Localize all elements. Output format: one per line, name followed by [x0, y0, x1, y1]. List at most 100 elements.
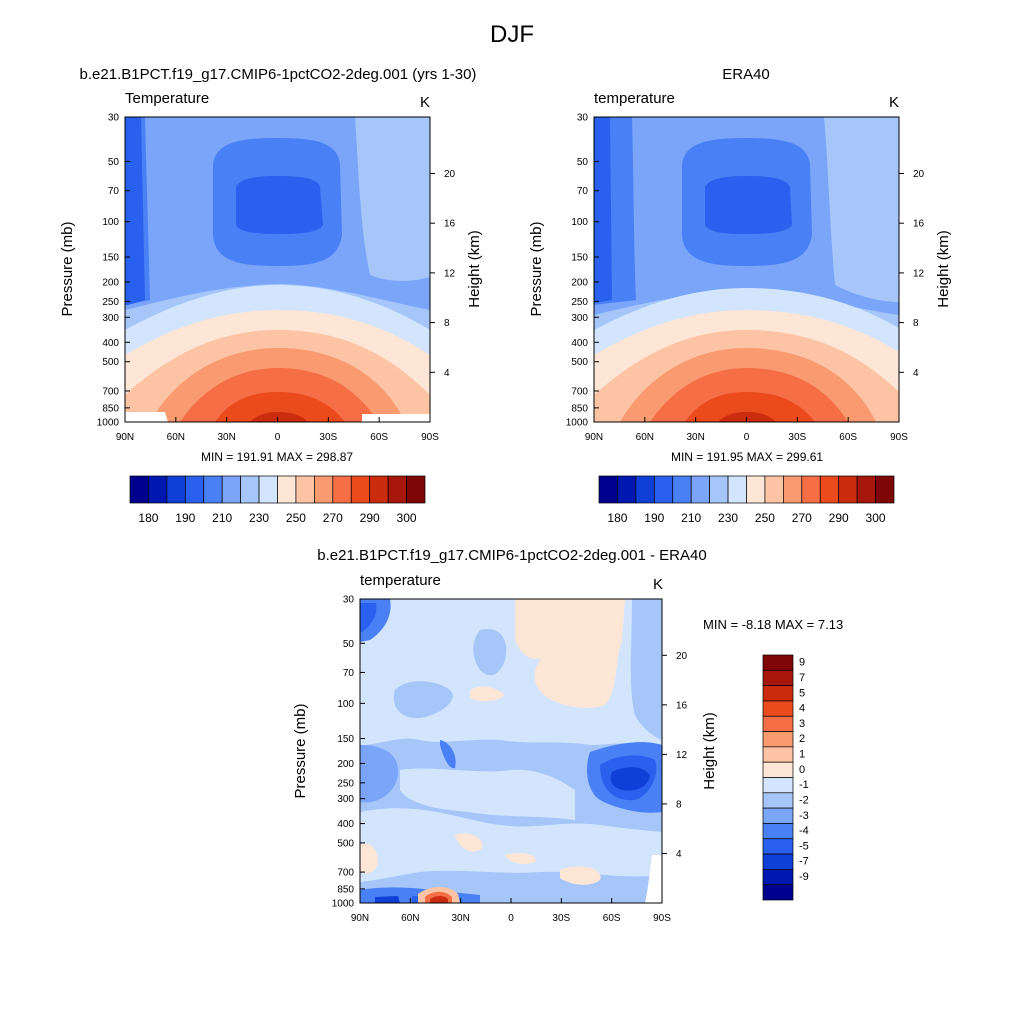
pressure-tick-label: 150	[337, 734, 354, 745]
pressure-tick-label: 700	[102, 386, 119, 397]
colorbar-label: 270	[323, 511, 343, 525]
pressure-tick-label: 100	[571, 217, 588, 228]
latitude-tick-label: 90N	[585, 432, 603, 443]
colorbar-swatch	[819, 475, 840, 504]
colorbar-swatch	[166, 475, 186, 504]
panel-obs-variable-label: temperature	[594, 90, 675, 107]
pressure-tick-label: 400	[337, 819, 354, 830]
colorbar-swatch	[277, 475, 297, 504]
colorbar-swatch	[746, 475, 766, 504]
height-tick-label: 20	[913, 169, 925, 180]
colorbar-label: 190	[175, 511, 195, 525]
pressure-tick-label: 500	[571, 357, 588, 368]
pressure-tick-label: 100	[337, 699, 354, 710]
pressure-tick-label: 850	[337, 884, 354, 895]
latitude-tick-label: 30S	[788, 432, 806, 443]
panel-model-units: K	[420, 94, 430, 111]
pressure-tick-label: 150	[571, 252, 588, 263]
colorbar-swatch	[672, 475, 692, 504]
colorbar-label: -7	[799, 856, 809, 868]
colorbar-swatch	[617, 475, 637, 504]
pressure-tick-label: 100	[102, 217, 119, 228]
panel-obs-contour-field	[594, 117, 899, 422]
height-tick-label: 4	[444, 368, 450, 379]
colorbar-label: 5	[799, 687, 805, 699]
pressure-tick-label: 250	[571, 297, 588, 308]
colorbar-swatch	[129, 475, 149, 504]
colorbar-swatch	[762, 792, 794, 809]
height-tick-label: 12	[913, 268, 925, 279]
pressure-tick-label: 850	[102, 403, 119, 414]
pressure-tick-label: 30	[577, 113, 589, 124]
pressure-tick-label: 200	[102, 278, 119, 289]
colorbar-label: -3	[799, 810, 809, 822]
colorbar-swatch	[762, 746, 794, 763]
colorbar-label: 300	[397, 511, 417, 525]
colorbar-swatch	[295, 475, 315, 504]
pressure-tick-label: 300	[571, 313, 588, 324]
colorbar-label: 1	[799, 749, 805, 761]
height-tick-label: 8	[676, 799, 682, 810]
pressure-tick-label: 70	[108, 186, 120, 197]
colorbar-swatch	[727, 475, 747, 504]
pressure-tick-label: 1000	[566, 418, 589, 429]
panel-model-variable-label: Temperature	[125, 90, 209, 107]
colorbar-swatch	[762, 777, 794, 794]
panel-obs: ERA40 temperature K 30507010015020025030…	[528, 66, 952, 525]
colorbar-label: 190	[644, 511, 664, 525]
panel-difference: b.e21.B1PCT.f19_g17.CMIP6-1pctCO2-2deg.0…	[292, 547, 843, 924]
panel-obs-units: K	[889, 94, 899, 111]
latitude-tick-label: 90S	[421, 432, 439, 443]
colorbar-label: 0	[799, 764, 805, 776]
panel-obs-stats: MIN = 191.95 MAX = 299.61	[671, 450, 823, 464]
pressure-tick-label: 400	[102, 338, 119, 349]
panel-difference-title: b.e21.B1PCT.f19_g17.CMIP6-1pctCO2-2deg.0…	[317, 547, 706, 564]
latitude-tick-label: 30N	[451, 913, 469, 924]
panel-model-stats: MIN = 191.91 MAX = 298.87	[201, 450, 353, 464]
height-tick-label: 16	[444, 219, 456, 230]
colorbar-swatch	[690, 475, 710, 504]
colorbar-label: 7	[799, 672, 805, 684]
colorbar-label: -5	[799, 840, 809, 852]
colorbar-swatch	[762, 731, 794, 748]
panel-difference-stats: MIN = -8.18 MAX = 7.13	[703, 617, 843, 632]
colorbar-label: 4	[799, 703, 805, 715]
colorbar-label: -4	[799, 825, 809, 837]
panel-obs-height-axis-title: Height (km)	[935, 230, 952, 308]
latitude-tick-label: 30S	[319, 432, 337, 443]
height-tick-label: 16	[676, 700, 688, 711]
colorbar-swatch	[875, 475, 895, 504]
colorbar-label: -2	[799, 794, 809, 806]
latitude-tick-label: 90S	[890, 432, 908, 443]
latitude-tick-label: 60N	[636, 432, 654, 443]
colorbar-label: 2	[799, 733, 805, 745]
height-tick-label: 20	[444, 169, 456, 180]
colorbar-swatch	[856, 475, 876, 504]
colorbar-swatch	[801, 475, 821, 504]
pressure-tick-label: 200	[337, 759, 354, 770]
pressure-tick-label: 200	[571, 278, 588, 289]
colorbar-label: 180	[138, 511, 158, 525]
latitude-tick-label: 90N	[116, 432, 134, 443]
colorbar-label: 290	[829, 511, 849, 525]
panel-obs-title: ERA40	[722, 66, 770, 83]
colorbar-swatch	[387, 475, 407, 504]
latitude-tick-label: 60N	[167, 432, 185, 443]
colorbar-swatch	[762, 761, 794, 778]
colorbar-label: -1	[799, 779, 809, 791]
latitude-tick-label: 60N	[401, 913, 419, 924]
pressure-tick-label: 70	[577, 186, 589, 197]
colorbar-swatch	[635, 475, 655, 504]
panel-model-contour-field	[125, 117, 430, 422]
pressure-tick-label: 50	[108, 157, 120, 168]
pressure-tick-label: 30	[108, 113, 120, 124]
panel-model-height-axis-title: Height (km)	[466, 230, 483, 308]
colorbar-swatch	[762, 838, 794, 855]
colorbar-label: 270	[792, 511, 812, 525]
colorbar-label: 300	[866, 511, 886, 525]
pressure-tick-label: 850	[571, 403, 588, 414]
colorbar-swatch	[653, 475, 674, 504]
colorbar-swatch	[762, 884, 794, 901]
pressure-tick-label: 70	[343, 668, 355, 679]
panel-difference-axes: 305070100150200250300400500700850100090N…	[332, 595, 688, 925]
